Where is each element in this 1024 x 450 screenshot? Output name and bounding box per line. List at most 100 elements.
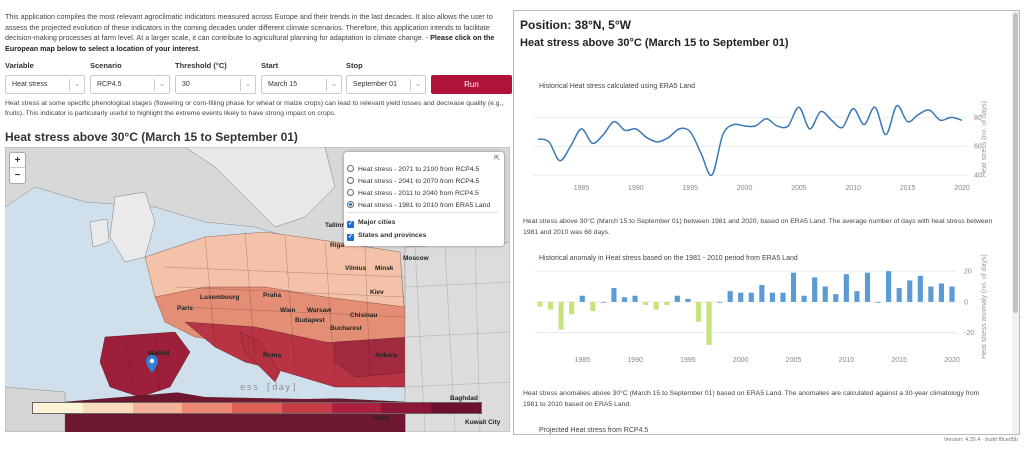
layer-option[interactable]: Heat stress - 2041 to 2070 from RCP4.5 [347,176,479,187]
anomaly-bar [790,272,797,302]
scenario-select[interactable]: RCP4.5 ⌄ [90,75,170,94]
panel-scrollbar[interactable] [1012,11,1019,434]
city-label: Tallinn [325,222,346,229]
variable-select[interactable]: Heat stress ⌄ [5,75,85,94]
expand-icon[interactable]: ⇱ [494,155,500,162]
anomaly-bar [949,286,955,302]
y-tick-label: 80 [974,115,982,122]
checkbox-checked-icon: ✓ [347,221,354,228]
start-select[interactable]: March 15 ⌄ [261,75,342,94]
city-label: Warsaw [307,307,332,314]
chevron-down-icon: ⌄ [331,81,337,88]
x-tick-label: 2005 [786,357,802,364]
x-tick-label: 2015 [900,185,916,192]
anomaly-bar [896,288,902,302]
x-tick-label: 1995 [682,185,698,192]
chevron-down-icon: ⌄ [415,81,421,88]
city-label: Praha [263,292,282,299]
city-label: Riga [330,242,345,249]
anomaly-bar [558,301,564,330]
hist-chart-title: Historical Heat stress calculated using … [539,83,696,90]
legend-swatch [281,403,332,413]
x-tick-label: 2000 [733,357,749,364]
y-tick-label: 60 [974,144,982,151]
position-readout: Position: 38°N, 5°W [520,18,631,32]
anomaly-bar [685,298,691,302]
start-control: Start March 15 ⌄ [261,61,342,94]
anomaly-bar [547,301,554,310]
x-tick-label: 2000 [737,185,753,192]
x-tick-label: 1990 [627,357,643,364]
city-label: Wien [280,307,296,314]
x-tick-label: 2015 [891,357,907,364]
city-label: Kuwait City [465,419,501,426]
x-tick-label: 2005 [791,185,807,192]
city-label: Luxembourg [200,294,240,301]
city-label: Paris [177,305,193,312]
stop-label: Stop [346,61,363,70]
anomaly-bar [727,291,733,302]
x-tick-label: 2010 [845,185,861,192]
overlay-states-provinces[interactable]: ✓ States and provinces [347,232,427,241]
anomaly-bar [590,301,596,312]
city-label: Madrid [148,350,170,357]
threshold-control: Threshold (°C) 30 ⌄ [175,61,256,94]
scenario-control: Scenario RCP4.5 ⌄ [90,61,170,94]
stop-control: Stop September 01 ⌄ [346,61,426,94]
overlay-major-cities[interactable]: ✓ Major cities [347,219,396,228]
chevron-down-icon: ⌄ [245,81,251,88]
anomaly-bar [917,275,923,302]
anomaly-bar [759,284,765,302]
chevron-down-icon: ⌄ [74,81,80,88]
anomaly-bar [886,271,892,302]
variable-label: Variable [5,61,34,70]
legend-label: ess [day] [240,383,298,393]
radio-selected-icon [347,201,354,208]
anomaly-bar [875,301,881,303]
layer-option[interactable]: Heat stress - 2011 to 2040 from RCP4.5 [347,188,479,199]
zoom-in-button[interactable]: + [10,153,25,168]
run-button[interactable]: Run [431,75,512,94]
anomaly-bar [864,272,871,302]
city-label: Moscow [403,255,429,262]
anomaly-bar [579,295,585,302]
y-tick-label: 0 [964,299,968,306]
hist-chart-description: Heat stress above 30°C (March 15 to Sept… [523,218,993,236]
anomaly-bar [833,294,839,302]
variable-control: Variable Heat stress ⌄ [5,61,85,94]
anomaly-bar [769,292,775,302]
scenario-label: Scenario [90,61,122,70]
anom-chart-title: Historical anomaly in Heat stress based … [539,255,798,262]
anomaly-bar [653,301,659,310]
anomaly-bar [843,274,849,302]
stop-select[interactable]: September 01 ⌄ [346,75,426,94]
location-pin-icon [146,355,158,373]
layer-option[interactable]: Heat stress - 2071 to 2100 from RCP4.5 [347,164,479,175]
zoom-out-button[interactable]: − [14,170,21,181]
x-tick-label: 1995 [680,357,696,364]
anomaly-bar [854,291,860,302]
y-tick-label: -20 [964,330,974,337]
threshold-select[interactable]: 30 ⌄ [175,75,256,94]
anomaly-bar-chart: -20 0 20 1985 1990 1995 2000 2005 2010 2015 2020 He… [535,254,988,364]
zoom-control: + − [9,152,26,184]
heat-stress-series-line [537,105,963,177]
radio-icon [347,177,354,184]
layer-option-selected[interactable]: Heat stress - 1981 to 2010 from ERA5 Lan… [347,200,490,211]
anomaly-bar [664,301,670,305]
anomaly-bar [928,286,934,302]
version-text: Version: 4.35.4 - build f8ced5b [943,437,1018,443]
historical-line-chart: 40 60 80 1985 1990 1995 2000 2005 2010 2015 2020 He… [533,101,988,192]
anomaly-bar [695,301,702,322]
y-tick-label: 40 [974,173,982,180]
x-tick-label: 1990 [628,185,644,192]
anomaly-bar [938,283,945,302]
details-panel [513,10,1020,435]
city-label: Baghdad [450,395,478,402]
anomaly-bar [812,277,818,302]
anomaly-bar [537,301,543,307]
scrollbar-thumb[interactable] [1013,13,1018,313]
radio-icon [347,165,354,172]
x-tick-label: 2020 [944,357,960,364]
city-label: Bucharest [330,325,362,332]
